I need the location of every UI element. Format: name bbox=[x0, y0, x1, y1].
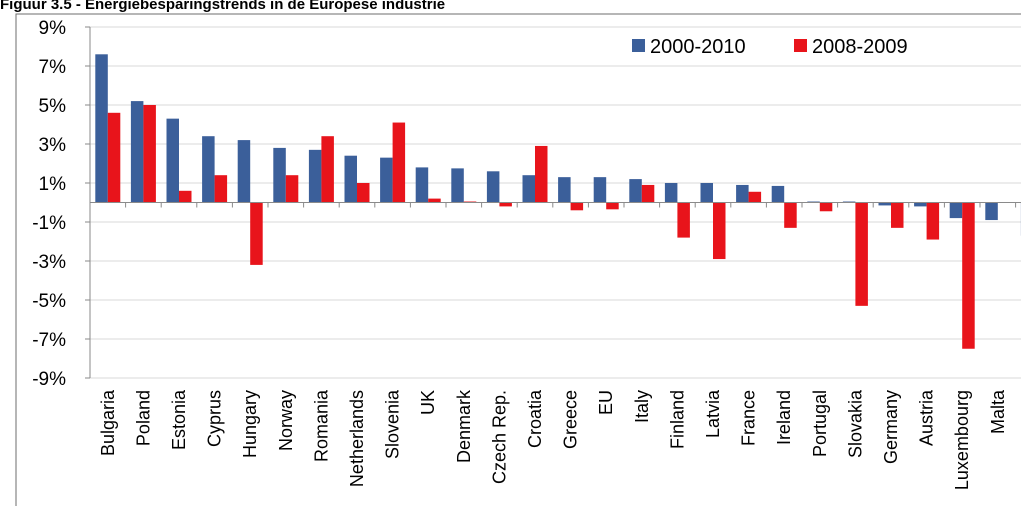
bar-2000-2010 bbox=[771, 185, 785, 203]
y-tick-label: 9% bbox=[39, 18, 67, 39]
bar-2008-2009 bbox=[748, 191, 762, 203]
bar-2000-2010 bbox=[486, 171, 500, 203]
category-labels: Bulgaria Poland Estonia Cyprus Hungary Norway… bbox=[98, 389, 1008, 490]
y-axis-ticks: 9% 7% 5% 3% 1% -1% -3% -5% -7% -9% bbox=[32, 18, 90, 390]
bar-2008-2009 bbox=[143, 105, 156, 203]
bar-2008-2009 bbox=[107, 112, 121, 203]
bar-2000-2010 bbox=[95, 54, 108, 203]
category-label: Italy bbox=[632, 390, 652, 423]
bar-2000-2010 bbox=[308, 149, 322, 203]
category-label: Croatia bbox=[525, 389, 545, 448]
chart-frame bbox=[15, 13, 1021, 506]
bar-2008-2009 bbox=[784, 202, 797, 228]
bar-2000-2010 bbox=[202, 136, 215, 203]
legend-label-2000-2010: 2000-2010 bbox=[650, 36, 746, 58]
category-label: Netherlands bbox=[347, 390, 367, 487]
y-tick-label: 5% bbox=[39, 96, 67, 117]
category-label: Latvia bbox=[703, 389, 723, 438]
bar-2000-2010 bbox=[273, 147, 286, 203]
y-tick-label: -5% bbox=[32, 291, 66, 312]
bar-2000-2010 bbox=[237, 140, 251, 203]
y-tick-label: 1% bbox=[39, 174, 67, 195]
bar-2008-2009 bbox=[179, 190, 192, 203]
bar-2008-2009 bbox=[535, 145, 548, 203]
bar-2000-2010 bbox=[736, 184, 749, 203]
category-label: Ireland bbox=[774, 390, 794, 445]
category-label: Austria bbox=[917, 389, 937, 446]
bar-2000-2010 bbox=[985, 202, 998, 221]
bar-2000-2010 bbox=[878, 202, 891, 206]
bar-2008-2009 bbox=[855, 202, 868, 306]
bar-2000-2010 bbox=[664, 183, 678, 203]
category-label: Portugal bbox=[810, 390, 830, 457]
category-label: UK bbox=[418, 390, 438, 415]
bar-2000-2010 bbox=[166, 118, 179, 203]
y-tick-label: 3% bbox=[39, 135, 67, 156]
bars bbox=[95, 54, 1021, 349]
y-tick-label: -7% bbox=[32, 330, 66, 351]
category-label: Romania bbox=[311, 389, 331, 462]
bar-2008-2009 bbox=[428, 198, 441, 203]
category-label: Czech Rep. bbox=[489, 390, 509, 484]
legend-swatch-2008-2009 bbox=[794, 39, 807, 52]
legend: 2000-2010 2008-2009 bbox=[632, 36, 908, 58]
bar-2008-2009 bbox=[891, 202, 904, 228]
legend-label-2008-2009: 2008-2009 bbox=[812, 36, 908, 58]
bar-2000-2010 bbox=[700, 183, 713, 203]
bar-2008-2009 bbox=[606, 202, 619, 210]
category-label: Germany bbox=[881, 390, 901, 464]
bar-2000-2010 bbox=[949, 202, 963, 219]
bar-2008-2009 bbox=[962, 202, 975, 349]
category-label: Estonia bbox=[169, 389, 189, 450]
category-label: Luxembourg bbox=[952, 390, 972, 490]
bar-2000-2010 bbox=[558, 177, 571, 203]
bar-2000-2010 bbox=[522, 175, 535, 203]
category-label: Bulgaria bbox=[98, 389, 118, 456]
y-tick-label: 7% bbox=[39, 57, 67, 78]
bar-2000-2010 bbox=[451, 168, 464, 203]
bar-2008-2009 bbox=[250, 202, 263, 265]
category-label: Slovenia bbox=[383, 389, 403, 459]
category-label: Slovakia bbox=[845, 389, 865, 458]
y-tick-label: -9% bbox=[32, 369, 66, 390]
category-label: Malta bbox=[988, 389, 1008, 434]
bar-2000-2010 bbox=[130, 101, 144, 203]
bar-2000-2010 bbox=[593, 177, 607, 203]
bar-2008-2009 bbox=[570, 202, 584, 211]
bar-2008-2009 bbox=[713, 202, 726, 260]
category-label: Cyprus bbox=[205, 390, 225, 447]
y-tick-label: -1% bbox=[32, 213, 66, 234]
category-label: France bbox=[739, 390, 759, 446]
bar-2000-2010 bbox=[344, 155, 357, 203]
category-label: Greece bbox=[561, 390, 581, 449]
category-label: Poland bbox=[133, 390, 153, 446]
bar-2000-2010 bbox=[415, 167, 429, 203]
bar-2000-2010 bbox=[629, 179, 642, 203]
bar-2000-2010 bbox=[914, 202, 927, 207]
bar-2008-2009 bbox=[926, 202, 940, 240]
bar-2000-2010 bbox=[380, 157, 393, 203]
category-label: EU bbox=[596, 390, 616, 415]
bar-2008-2009 bbox=[641, 184, 655, 203]
legend-swatch-2000-2010 bbox=[632, 39, 645, 52]
x-axis-ticks bbox=[89, 202, 1017, 208]
bar-2008-2009 bbox=[392, 122, 406, 203]
bar-2008-2009 bbox=[285, 175, 299, 203]
y-tick-label: -3% bbox=[32, 252, 66, 273]
category-label: Denmark bbox=[454, 389, 474, 463]
bar-2008-2009 bbox=[357, 183, 370, 203]
category-label: Finland bbox=[667, 390, 687, 449]
bar-2008-2009 bbox=[214, 175, 228, 203]
bar-2008-2009 bbox=[321, 136, 334, 203]
category-label: Hungary bbox=[240, 390, 260, 458]
bar-2008-2009 bbox=[499, 202, 512, 207]
bar-2008-2009 bbox=[819, 202, 833, 212]
bar-2008-2009 bbox=[677, 202, 690, 238]
figure-title: Figuur 3.5 - Energiebesparingstrends in … bbox=[0, 0, 446, 13]
category-label: Norway bbox=[276, 390, 296, 451]
